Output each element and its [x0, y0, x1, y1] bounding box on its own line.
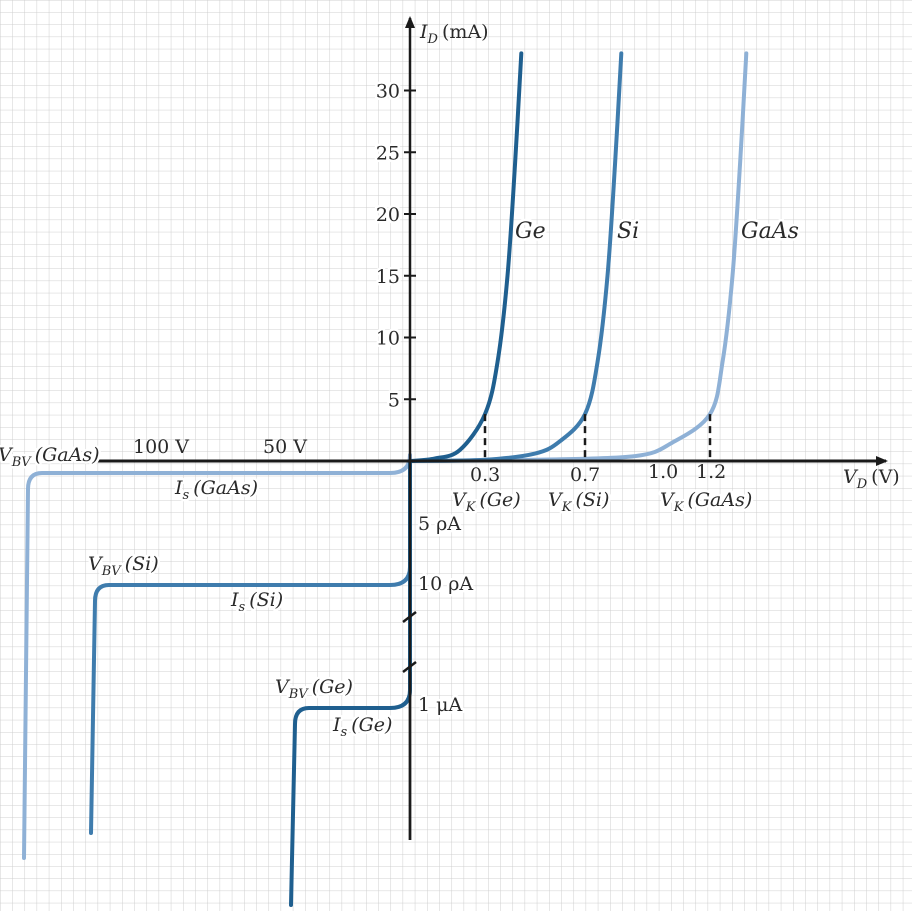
- saturation-label-gaas: Is (GaAs): [174, 477, 258, 503]
- saturation-value-ge: 1 μA: [418, 694, 462, 716]
- forward-curve-si: [408, 51, 624, 463]
- x-axis-title: VD (V): [843, 466, 900, 492]
- y-tick-label-25: 25: [376, 142, 400, 164]
- saturation-label-si: Is (Si): [230, 589, 283, 615]
- knee-label-ge: VK (Ge): [452, 489, 521, 515]
- y-tick-label-20: 20: [376, 204, 400, 226]
- knee-label-gaas: VK (GaAs): [660, 489, 752, 515]
- knee-markers: [408, 414, 712, 840]
- y-ticks: 5 10 15 20 25 30: [373, 78, 416, 414]
- y-tick-label-5: 5: [388, 389, 400, 411]
- series-label-si: Si: [617, 219, 639, 244]
- x-tick-1.0: 1.0: [648, 461, 678, 483]
- saturation-label-ge: Is (Ge): [332, 714, 392, 740]
- breakdown-label-si: VBV (Si): [88, 553, 159, 579]
- knee-label-si: VK (Si): [548, 489, 609, 515]
- y-tick-label-30: 30: [376, 81, 400, 103]
- series-label-ge: Ge: [515, 219, 546, 244]
- forward-curve-ge: [408, 51, 524, 463]
- x-tick-0.7: 0.7: [570, 464, 600, 486]
- y-axis-break-upper: [402, 661, 417, 673]
- x-tick-50V: 50 V: [263, 436, 307, 458]
- series-label-gaas: GaAs: [741, 219, 799, 244]
- x-tick-100V: 100 V: [133, 436, 189, 458]
- breakdown-label-ge: VBV (Ge): [275, 676, 353, 702]
- y-axis-title: ID (mA): [419, 21, 489, 47]
- x-tick-0.3: 0.3: [470, 464, 500, 486]
- saturation-value-si: 10 ρA: [418, 573, 473, 595]
- y-axis-break-lower: [402, 611, 417, 623]
- y-tick-label-10: 10: [376, 328, 400, 350]
- y-tick-label-15: 15: [376, 266, 400, 288]
- saturation-value-gaas: 5 ρA: [418, 513, 461, 535]
- breakdown-label-gaas: VBV(GaAs): [0, 444, 100, 470]
- x-tick-1.2: 1.2: [696, 461, 726, 483]
